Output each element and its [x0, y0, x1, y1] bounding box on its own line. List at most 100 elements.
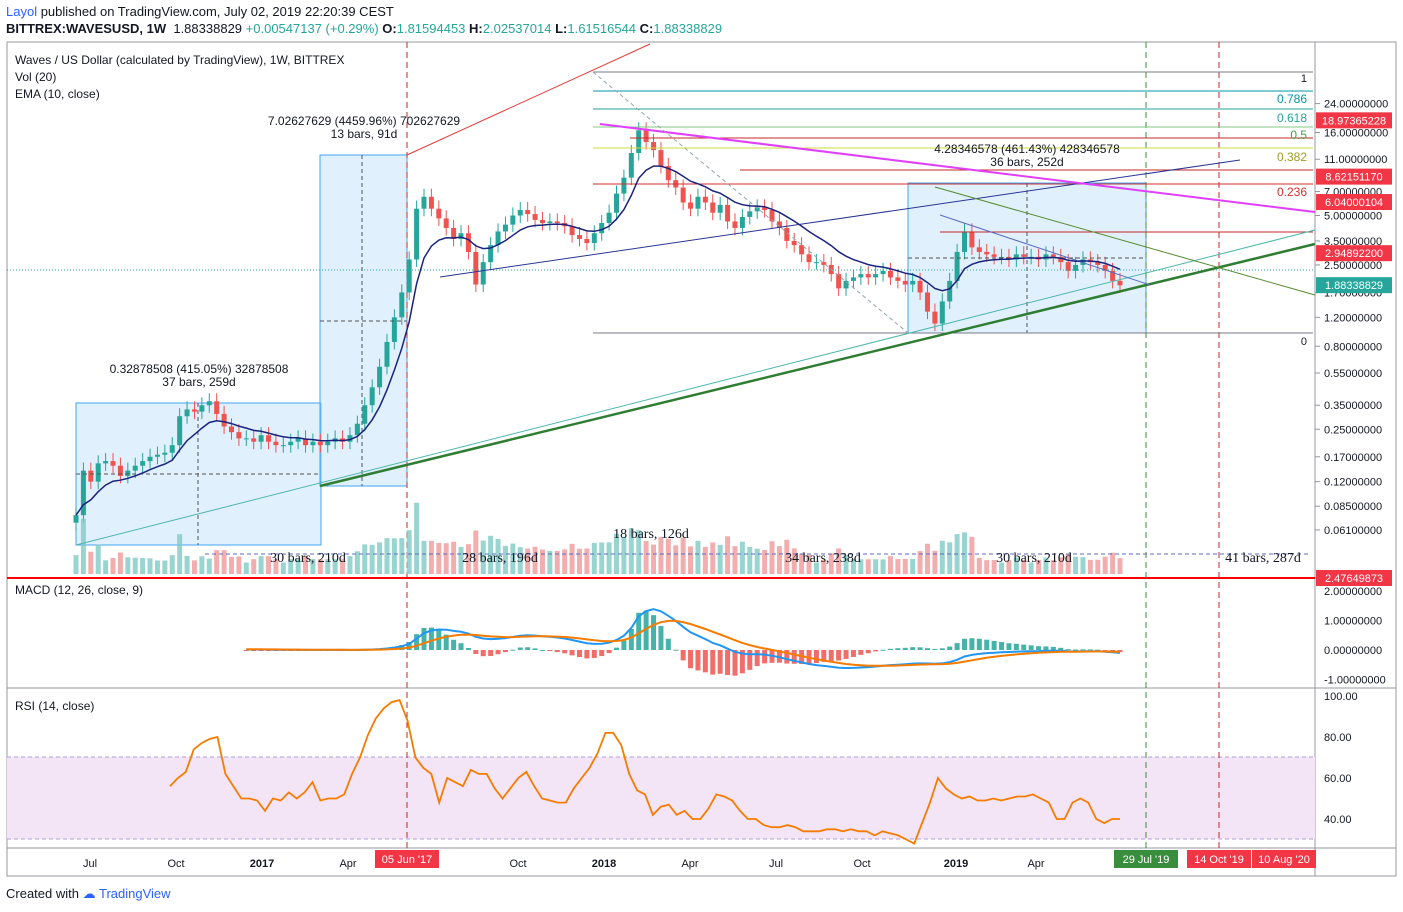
- macd-hist-bar: [873, 650, 879, 652]
- volume-bar: [539, 549, 545, 574]
- volume-bar: [169, 555, 175, 574]
- author-link[interactable]: Layol: [6, 4, 38, 19]
- candle-body: [910, 280, 916, 285]
- candle-body: [591, 233, 597, 244]
- candle-body: [843, 280, 849, 289]
- volume-bar: [754, 548, 760, 574]
- volume-bar: [132, 557, 138, 574]
- macd-hist-bar: [428, 627, 434, 650]
- candle-body: [243, 438, 249, 440]
- macd-hist-bar: [1006, 643, 1012, 650]
- macd-legend: MACD (12, 26, close, 9): [15, 583, 143, 597]
- macd-hist-bar: [954, 643, 960, 650]
- candle-body: [125, 470, 131, 476]
- candle-body: [643, 130, 649, 143]
- date-tags: 05 Jun '17 29 Jul '19 14 Oct '19 10 Aug '20: [375, 850, 1316, 868]
- volume-bar: [103, 560, 109, 574]
- macd-hist-bar: [502, 650, 508, 653]
- rsi-line: [169, 699, 1120, 845]
- price-tag-box: [1316, 112, 1392, 129]
- candle-body: [73, 515, 79, 523]
- volume-bar: [280, 562, 286, 574]
- macd-hist-bar: [251, 650, 257, 651]
- rsi-tick-label: 40.00: [1324, 814, 1352, 826]
- time-axis[interactable]: JulOct2017AprJulOct2018AprJulOct2019Apr: [83, 858, 1045, 870]
- price-tag-box: [1316, 245, 1392, 262]
- trendline-green[interactable]: [319, 242, 1316, 488]
- time-tick-label: Apr: [681, 858, 698, 870]
- volume-bar: [1036, 559, 1042, 574]
- candle-body: [1065, 262, 1071, 271]
- volume-bar: [495, 539, 501, 574]
- macd-hist-bar: [1013, 643, 1019, 650]
- price-tag-box: [1316, 194, 1392, 211]
- macd-hist-bar: [658, 626, 664, 650]
- price-tags: 18.97365228 8.62151170 6.04000104 2.9489220…: [1316, 112, 1392, 586]
- macd-hist-bar: [480, 650, 486, 657]
- volume-bar: [621, 536, 627, 574]
- trendline-magenta[interactable]: [599, 123, 1316, 213]
- date-tag-box: [1187, 850, 1251, 868]
- tradingview-link[interactable]: TradingView: [99, 886, 171, 901]
- macd-hist-bar: [643, 610, 649, 650]
- candle-body: [813, 262, 819, 264]
- candle-body: [932, 311, 938, 324]
- date-tag-box: [1252, 850, 1316, 868]
- candle-body: [465, 233, 471, 252]
- volume-bar: [999, 562, 1005, 574]
- candle-body: [406, 259, 412, 293]
- trendline-olive[interactable]: [934, 186, 1316, 296]
- volume-bar: [266, 556, 272, 574]
- volume-bar: [576, 548, 582, 574]
- candle-body: [791, 240, 797, 246]
- price-tag-label: 18.97365228: [1322, 115, 1386, 127]
- macd-hist-bar: [665, 638, 671, 650]
- macd-hist-bar: [576, 650, 582, 658]
- macd-axis[interactable]: 2.00000000 1.00000000 0.00000000 -1.0000000…: [1324, 586, 1386, 687]
- macd-hist-bar: [850, 650, 856, 657]
- macd-histogram: [243, 610, 1123, 676]
- volume-bar: [502, 545, 508, 574]
- trendline-red[interactable]: [406, 43, 651, 156]
- candle-body: [1117, 280, 1123, 286]
- candle-body: [517, 210, 523, 216]
- volume-bar: [991, 560, 997, 574]
- candle-body: [1102, 264, 1108, 271]
- volume-bar: [562, 549, 568, 574]
- volume-bar: [95, 544, 101, 574]
- annotation-1: 7.02627629 (4459.96%) 702627629: [268, 114, 460, 128]
- macd-hist-bar: [813, 650, 819, 664]
- candle-body: [488, 245, 494, 263]
- trendline-teal[interactable]: [75, 229, 1316, 546]
- volume-bar: [665, 538, 671, 574]
- volume-bar: [1087, 559, 1093, 574]
- volume-bar: [384, 538, 390, 574]
- macd-tag-label: 2.47649873: [1325, 573, 1383, 585]
- price-tick-label: 16.00000000: [1324, 128, 1388, 140]
- volume-bar: [947, 542, 953, 574]
- time-tick-label: 2019: [944, 858, 968, 870]
- candle-body: [547, 221, 553, 224]
- volume-bar: [451, 541, 457, 574]
- macd-hist-bar: [443, 634, 449, 650]
- fib-levels[interactable]: [7, 71, 1313, 334]
- candle-body: [606, 212, 612, 224]
- macd-hist-bar: [695, 650, 701, 671]
- volume-bar: [628, 528, 634, 574]
- volume-bar: [710, 542, 716, 574]
- footer: Created with ☁ TradingView: [6, 886, 171, 902]
- volume-bar: [836, 548, 842, 574]
- candle-body: [206, 401, 212, 406]
- candle-body: [369, 387, 375, 406]
- volume-bar: [599, 542, 605, 574]
- trendline-blue[interactable]: [439, 159, 1241, 278]
- macd-hist-bar: [991, 640, 997, 650]
- candle-body: [1073, 264, 1079, 271]
- rsi-axis[interactable]: 100.00 80.00 60.00 40.00: [1324, 691, 1358, 826]
- volume-bar: [125, 557, 131, 574]
- macd-hist-bar: [569, 650, 575, 656]
- date-tag-label: 14 Oct '19: [1194, 854, 1244, 866]
- macd-hist-bar: [554, 650, 560, 653]
- price-axis[interactable]: 24.0000000016.0000000011.000000007.00000…: [1315, 99, 1388, 537]
